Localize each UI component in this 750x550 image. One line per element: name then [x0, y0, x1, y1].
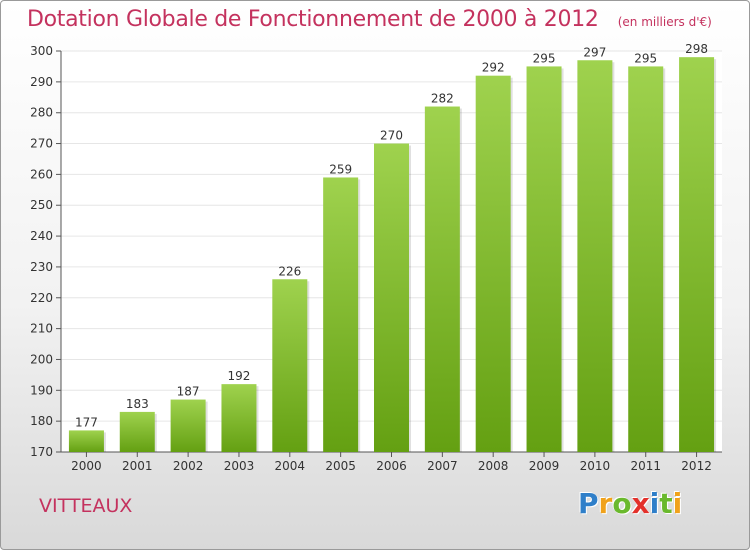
data-label: 177 — [75, 415, 98, 429]
bar — [679, 57, 715, 453]
data-label: 270 — [380, 129, 403, 143]
data-label: 297 — [583, 45, 606, 59]
x-tick-label: 2010 — [580, 459, 611, 473]
x-tick-label: 2011 — [630, 459, 661, 473]
x-tick-label: 2006 — [376, 459, 407, 473]
data-label: 226 — [278, 264, 301, 278]
y-tick-label: 220 — [30, 291, 53, 305]
data-label: 295 — [634, 51, 657, 65]
bar — [475, 75, 511, 452]
x-tick-label: 2002 — [173, 459, 204, 473]
logo-letter: t — [659, 487, 673, 520]
bar — [577, 60, 613, 452]
bar — [424, 106, 460, 453]
bar — [628, 66, 664, 452]
logo-letter: r — [598, 487, 613, 520]
chart-subtitle: (en milliers d'€) — [617, 15, 712, 29]
data-label: 192 — [228, 369, 251, 383]
x-tick-label: 2007 — [427, 459, 458, 473]
data-label: 292 — [482, 61, 505, 75]
data-label: 187 — [177, 385, 200, 399]
y-tick-label: 210 — [30, 322, 53, 336]
bar — [374, 143, 409, 453]
y-tick-label: 250 — [30, 198, 53, 212]
x-tick-label: 2001 — [122, 459, 153, 473]
data-label: 259 — [329, 162, 352, 176]
data-label: 183 — [126, 397, 149, 411]
bar — [119, 411, 155, 452]
x-tick-label: 2004 — [275, 459, 306, 473]
y-tick-label: 200 — [30, 352, 53, 366]
data-label: 282 — [431, 92, 454, 106]
logo-letter: i — [649, 487, 660, 520]
bar — [68, 430, 104, 452]
commune-name: VITTEAUX — [39, 495, 133, 517]
data-label: 298 — [685, 42, 708, 56]
y-tick-label: 290 — [30, 75, 53, 89]
x-tick-label: 2008 — [478, 459, 509, 473]
bar — [272, 279, 308, 452]
x-tick-label: 2003 — [224, 459, 255, 473]
data-label: 295 — [533, 51, 556, 65]
bar — [323, 177, 359, 452]
y-tick-label: 300 — [30, 44, 53, 58]
y-tick-label: 170 — [30, 445, 53, 459]
y-tick-label: 270 — [30, 137, 53, 151]
logo-letter: P — [578, 487, 599, 520]
bar — [526, 66, 562, 452]
proxiti-logo: Proxiti — [578, 487, 682, 520]
x-tick-label: 2000 — [71, 459, 102, 473]
y-tick-label: 180 — [30, 414, 53, 428]
y-tick-label: 280 — [30, 106, 53, 120]
x-tick-label: 2009 — [529, 459, 560, 473]
y-tick-label: 260 — [30, 167, 53, 181]
y-tick-label: 190 — [30, 383, 53, 397]
x-tick-label: 2005 — [325, 459, 356, 473]
y-tick-label: 240 — [30, 229, 53, 243]
x-tick-label: 2012 — [681, 459, 712, 473]
chart-title: Dotation Globale de Fonctionnement de 20… — [27, 7, 599, 32]
logo-letter: o — [612, 487, 632, 520]
y-tick-label: 230 — [30, 260, 53, 274]
logo-letter: x — [631, 487, 650, 520]
bar — [170, 399, 206, 452]
chart-title-block: Dotation Globale de Fonctionnement de 20… — [27, 7, 712, 32]
bar — [221, 384, 257, 452]
logo-letter: i — [672, 487, 683, 520]
